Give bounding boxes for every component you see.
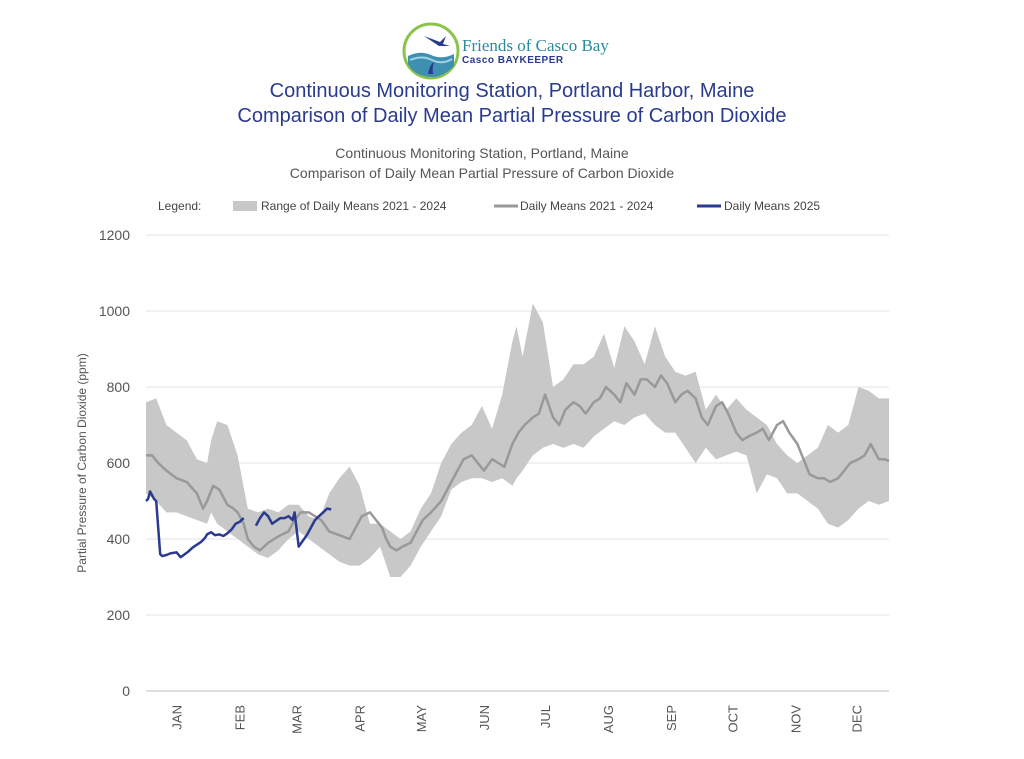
- legend-label-band: Range of Daily Means 2021 - 2024: [261, 199, 447, 213]
- y-axis-label: Partial Pressure of Carbon Dioxide (ppm): [75, 353, 89, 572]
- heron-over-water-icon: [402, 22, 460, 80]
- series-line-2025-segment-1: [145, 490, 245, 559]
- x-tick-label: JUL: [538, 705, 553, 728]
- logo-program: Casco BAYKEEPER: [462, 55, 564, 66]
- series-line-2025-segment-2: [254, 507, 332, 548]
- legend-label-mean: Daily Means 2021 - 2024: [520, 199, 654, 213]
- y-tick-label: 800: [107, 379, 131, 395]
- x-tick-label: FEB: [233, 705, 248, 730]
- x-tick-label: DEC: [849, 705, 864, 732]
- y-tick-label: 1000: [99, 303, 130, 319]
- x-tick-label: JUN: [477, 705, 492, 730]
- chart-subtitle-line2: Comparison of Daily Mean Partial Pressur…: [289, 165, 675, 181]
- x-tick-label: MAR: [290, 705, 305, 734]
- legend-title: Legend:: [158, 199, 201, 213]
- x-tick-label: NOV: [788, 705, 803, 734]
- x-tick-label: APR: [353, 705, 368, 732]
- y-tick-label: 400: [107, 531, 131, 547]
- logo-name: Friends of Casco Bay: [462, 36, 609, 55]
- page-title-line1: Continuous Monitoring Station, Portland …: [269, 80, 755, 102]
- legend-swatch-band: [233, 201, 257, 211]
- y-tick-label: 1200: [99, 227, 130, 243]
- x-tick-label: OCT: [725, 705, 740, 733]
- x-tick-label: MAY: [414, 705, 429, 733]
- legend: Legend: Range of Daily Means 2021 - 2024…: [158, 199, 820, 213]
- y-tick-label: 600: [107, 455, 131, 471]
- legend-label-2025: Daily Means 2025: [724, 199, 820, 213]
- y-tick-label: 200: [107, 607, 131, 623]
- x-tick-label: SEP: [664, 705, 679, 731]
- page-title-line2: Comparison of Daily Mean Partial Pressur…: [237, 105, 787, 127]
- y-tick-label: 0: [122, 683, 130, 699]
- chart-subtitle-line1: Continuous Monitoring Station, Portland,…: [335, 145, 629, 161]
- series-line-mean-2021-2024: [146, 374, 890, 552]
- logo: Friends of Casco Bay Casco BAYKEEPER: [402, 22, 632, 80]
- x-tick-label: AUG: [601, 705, 616, 733]
- range-band: [146, 303, 889, 577]
- x-tick-label: JAN: [170, 705, 185, 730]
